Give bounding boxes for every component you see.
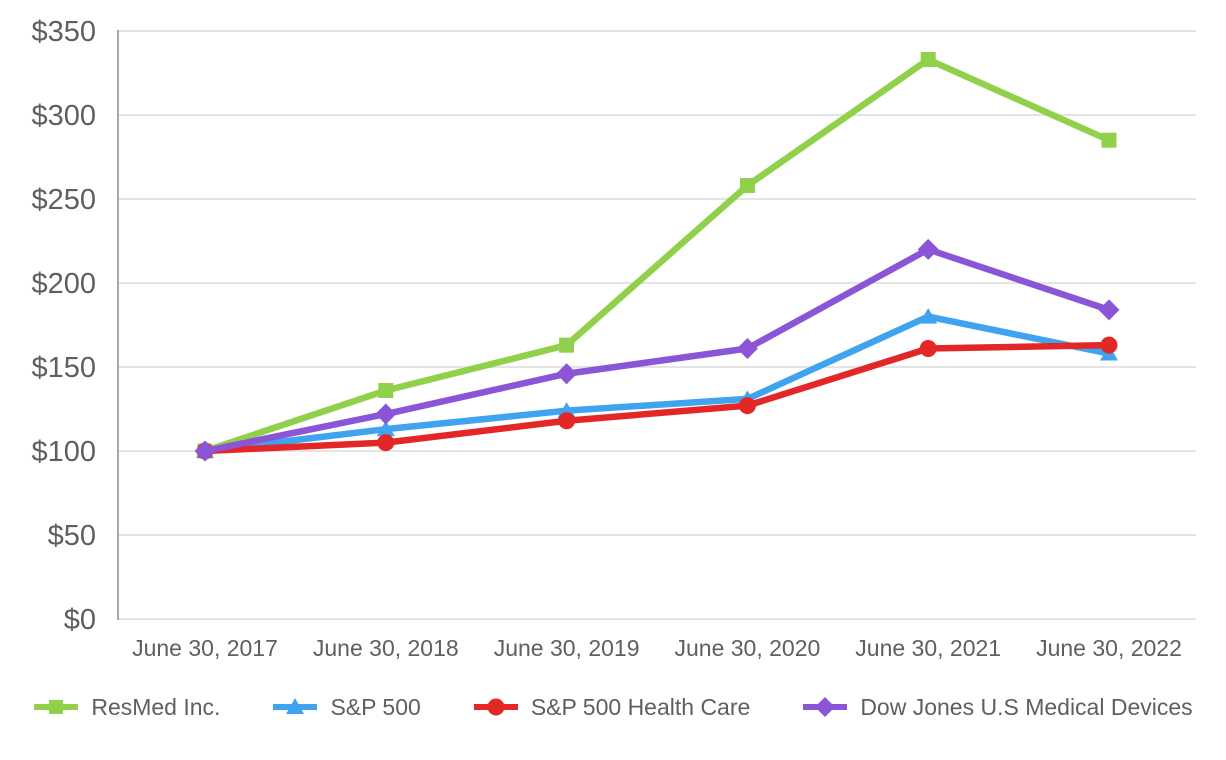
legend-square-swatch-icon <box>34 700 79 714</box>
x-tick-label: June 30, 2022 <box>1036 635 1182 661</box>
series-resmed-inc-square-marker <box>739 178 755 194</box>
series-s-p-500-health-care-line <box>201 341 1113 455</box>
series-s-p-500-health-care-circle-marker <box>738 397 756 415</box>
series-s-p-500-health-care-circle-marker <box>1100 336 1118 354</box>
y-tick-label: $250 <box>31 184 96 216</box>
line-chart-canvas: $0 $50 $100 $150 $200 $250 $300 $350 June 30, 20… <box>31 16 1196 661</box>
series-resmed-inc-square-marker <box>378 383 394 399</box>
x-tick-label: June 30, 2018 <box>313 635 459 661</box>
legend-item-s-p-500: S&P 500 <box>272 692 421 722</box>
series-dow-jones-u-s-medical-devices-diamond-marker <box>736 338 758 360</box>
legend-label: ResMed Inc. <box>91 693 221 720</box>
series-dow-jones-u-s-medical-devices-diamond-marker <box>917 238 939 260</box>
y-tick-label: $350 <box>31 16 96 48</box>
series-dow-jones-u-s-medical-devices-diamond-marker <box>375 403 397 425</box>
legend-diamond-swatch-icon <box>803 697 848 717</box>
series-s-p-500-triangle-marker <box>376 420 395 437</box>
series-resmed-inc-square-marker <box>559 337 575 353</box>
y-tick-label: $300 <box>31 100 96 132</box>
y-tick-label: $100 <box>31 436 96 468</box>
legend-item-s-p-500-health-care: S&P 500 Health Care <box>473 692 751 722</box>
series-dow-jones-u-s-medical-devices-diamond-marker <box>556 363 578 385</box>
x-tick-label: June 30, 2020 <box>675 635 821 661</box>
y-tick-label: $0 <box>64 604 96 636</box>
legend-item-dow-jones-u-s-medical-devices: Dow Jones U.S Medical Devices <box>802 692 1193 722</box>
legend-triangle-swatch-icon <box>273 698 318 714</box>
y-tick-label: $50 <box>48 520 96 552</box>
series-s-p-500-health-care-circle-marker <box>558 412 576 430</box>
legend-item-resmed-inc: ResMed Inc. <box>33 692 220 722</box>
series-s-p-500-line <box>201 313 1113 455</box>
x-tick-label: June 30, 2019 <box>494 635 640 661</box>
series-resmed-inc-line <box>201 56 1113 455</box>
series-s-p-500-health-care-circle-marker <box>377 434 395 452</box>
legend-label: Dow Jones U.S Medical Devices <box>860 693 1193 720</box>
series-dow-jones-u-s-medical-devices-diamond-marker <box>1098 299 1120 321</box>
y-tick-label: $200 <box>31 268 96 300</box>
x-tick-label: June 30, 2017 <box>132 635 278 661</box>
y-tick-label: $150 <box>31 352 96 384</box>
series-resmed-inc-square-marker <box>1101 132 1117 148</box>
series-dow-jones-u-s-medical-devices-diamond-marker <box>194 440 216 462</box>
legend-label: S&P 500 Health Care <box>530 693 751 720</box>
series-s-p-500-health-care-circle-marker <box>919 340 937 358</box>
legend-label: S&P 500 <box>330 693 421 720</box>
legend-circle-swatch-icon <box>473 698 518 716</box>
series-dow-jones-u-s-medical-devices-line <box>201 246 1113 455</box>
chart-legend: ResMed Inc. S&P 500 S&P 500 Health Care Dow… <box>0 692 1226 722</box>
x-tick-label: June 30, 2021 <box>855 635 1001 661</box>
series-resmed-inc-square-marker <box>920 52 936 68</box>
series-s-p-500-triangle-marker <box>919 308 938 324</box>
